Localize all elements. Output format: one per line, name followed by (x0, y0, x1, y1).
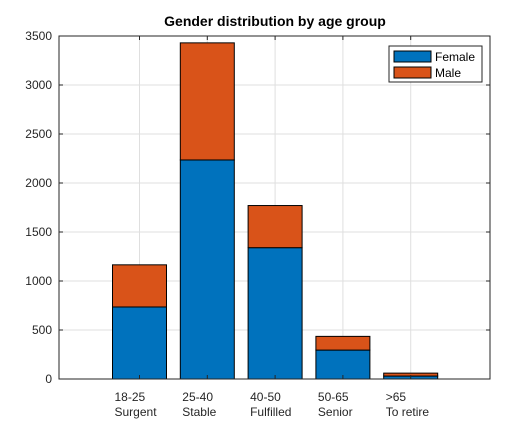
y-tick-label: 1000 (25, 274, 52, 288)
x-tick-label-line2: Senior (318, 405, 353, 419)
x-tick-label-line2: Surgent (115, 405, 158, 419)
y-tick-label: 0 (45, 372, 52, 386)
x-tick-label-line1: 50-65 (318, 390, 349, 404)
bar-male-0 (113, 265, 167, 307)
chart-title: Gender distribution by age group (164, 13, 386, 29)
y-tick-label: 2000 (25, 176, 52, 190)
bar-female-2 (248, 248, 302, 379)
y-tick-label: 3500 (25, 29, 52, 43)
bar-male-2 (248, 206, 302, 248)
x-tick-label-line1: 18-25 (115, 390, 146, 404)
bar-female-3 (316, 350, 370, 379)
y-tick-label: 500 (32, 323, 52, 337)
bar-male-3 (316, 336, 370, 350)
bar-female-0 (113, 307, 167, 379)
bar-female-1 (180, 160, 234, 379)
y-tick-label: 1500 (25, 225, 52, 239)
legend-swatch-female (394, 51, 431, 62)
legend-label-female: Female (435, 50, 475, 64)
y-tick-label: 2500 (25, 127, 52, 141)
x-tick-label-line1: >65 (386, 390, 407, 404)
x-tick-label-line2: Fulfilled (250, 405, 291, 419)
y-tick-label: 3000 (25, 78, 52, 92)
bar-male-1 (180, 43, 234, 160)
x-tick-label-line2: To retire (386, 405, 430, 419)
x-tick-label-line1: 40-50 (250, 390, 281, 404)
x-tick-label-line1: 25-40 (182, 390, 213, 404)
legend-label-male: Male (435, 66, 461, 80)
legend: Female Male (389, 46, 482, 82)
legend-swatch-male (394, 67, 431, 78)
x-tick-label-line2: Stable (182, 405, 216, 419)
